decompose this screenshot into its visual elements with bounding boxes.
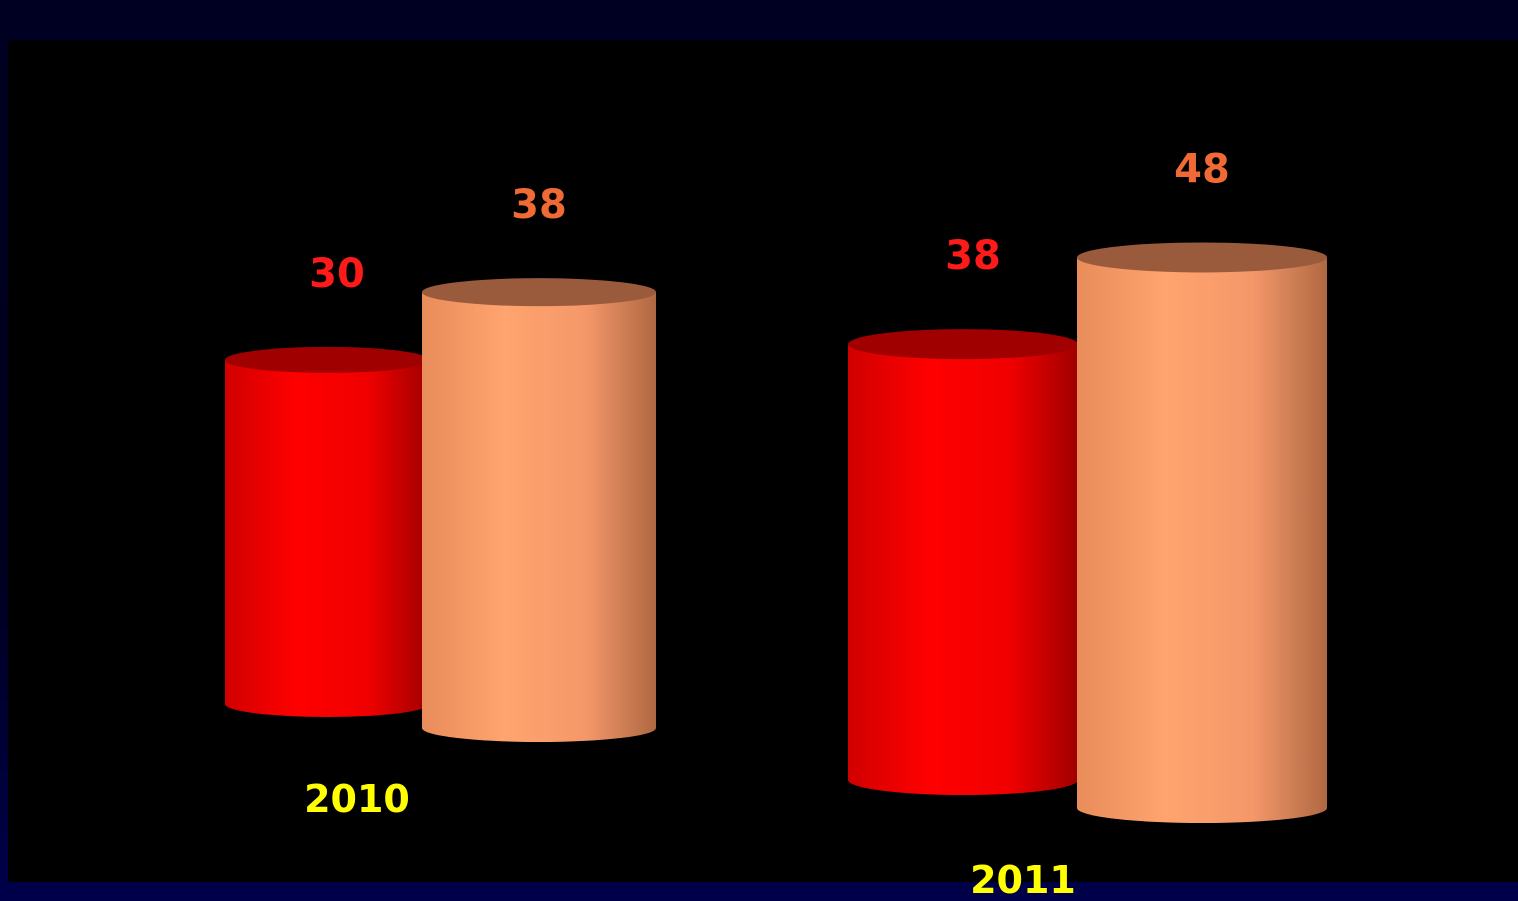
bar-body bbox=[422, 292, 656, 742]
bar-cap bbox=[225, 346, 429, 373]
bar-cap bbox=[422, 278, 656, 307]
category-label-2011: 2011 bbox=[970, 858, 1076, 901]
bar-cap bbox=[1077, 242, 1327, 273]
bar-body bbox=[225, 359, 429, 717]
data-label-2011-1: 38 bbox=[945, 233, 1001, 279]
bar-2010-1 bbox=[225, 346, 429, 717]
bar-cap bbox=[848, 329, 1078, 360]
bar-2010-2 bbox=[422, 278, 656, 742]
data-label-2011-2: 48 bbox=[1174, 146, 1230, 192]
data-label-2010-1: 30 bbox=[309, 251, 365, 297]
bar-2011-1 bbox=[848, 329, 1078, 795]
bar-2011-2 bbox=[1077, 242, 1327, 823]
category-label-2010: 2010 bbox=[304, 777, 410, 821]
bar-body bbox=[848, 344, 1078, 795]
bars-layer bbox=[225, 242, 1327, 823]
data-label-2010-2: 38 bbox=[511, 182, 567, 228]
labels-layer: 30 38 2010 38 48 2011 bbox=[304, 146, 1230, 901]
bar-body bbox=[1077, 257, 1327, 823]
